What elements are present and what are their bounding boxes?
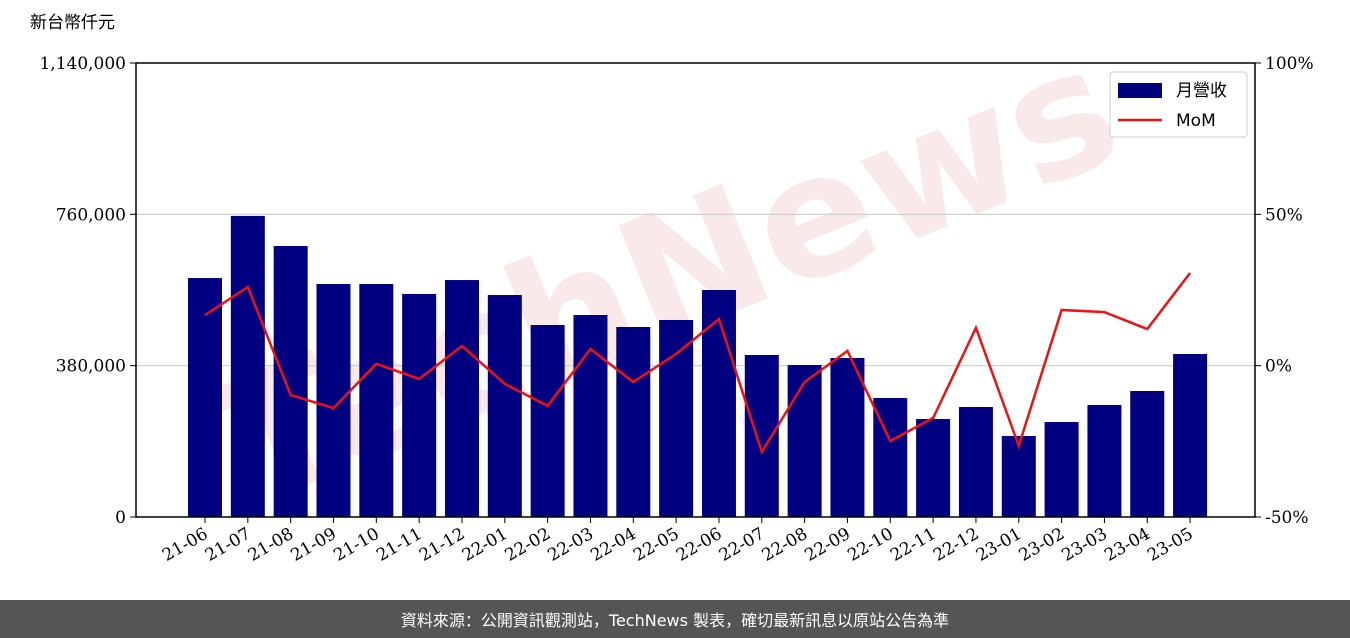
bar bbox=[616, 326, 651, 517]
bar bbox=[659, 319, 694, 517]
bar bbox=[830, 358, 865, 517]
bar bbox=[1087, 405, 1122, 517]
x-tick-label: 22-08 bbox=[759, 524, 811, 566]
plot-frame bbox=[135, 62, 1256, 518]
bar bbox=[916, 418, 951, 517]
legend-label: MoM bbox=[1176, 111, 1216, 131]
x-tick-label: 22-05 bbox=[630, 524, 682, 566]
bar bbox=[1173, 353, 1208, 517]
bar bbox=[402, 293, 437, 517]
bar bbox=[273, 245, 308, 517]
x-tick-label: 23-03 bbox=[1058, 524, 1110, 566]
bar bbox=[444, 280, 479, 517]
y2-tick-label: 50% bbox=[1265, 205, 1303, 225]
bar bbox=[958, 407, 993, 517]
y2-tick-label: -50% bbox=[1265, 508, 1309, 528]
x-tick-label: 21-12 bbox=[416, 524, 468, 566]
y-tick-label: 1,140,000 bbox=[39, 54, 126, 74]
y2-tick-label: 0% bbox=[1265, 357, 1292, 377]
x-tick-label: 22-01 bbox=[459, 524, 511, 566]
x-tick-label: 23-05 bbox=[1144, 524, 1196, 566]
bar bbox=[787, 364, 822, 517]
x-tick-label: 23-04 bbox=[1101, 524, 1153, 566]
bar bbox=[1130, 390, 1165, 517]
bar bbox=[701, 290, 736, 517]
x-tick-label: 21-06 bbox=[159, 524, 211, 566]
x-tick-label: 22-11 bbox=[887, 524, 939, 566]
x-tick-label: 21-11 bbox=[373, 524, 425, 566]
x-tick-label: 23-01 bbox=[973, 524, 1025, 566]
y-axis-label: 新台幣仟元 bbox=[30, 13, 115, 33]
y2-tick-label: 100% bbox=[1265, 54, 1314, 74]
y-tick-label: 760,000 bbox=[56, 205, 126, 225]
x-tick-label: 22-09 bbox=[802, 524, 854, 566]
x-tick-label: 22-02 bbox=[502, 524, 554, 566]
x-tick-label: 22-10 bbox=[844, 524, 896, 566]
y-tick-label: 0 bbox=[115, 508, 126, 528]
line bbox=[204, 272, 1192, 455]
legend-label: 月營收 bbox=[1176, 81, 1227, 101]
bar bbox=[530, 325, 565, 517]
footer: 資料來源：公開資訊觀測站，TechNews 製表，確切最新訊息以原站公告為準 bbox=[401, 611, 949, 630]
x-tick-label: 22-07 bbox=[716, 524, 768, 566]
footer-bar bbox=[0, 600, 1350, 638]
bar bbox=[1044, 422, 1079, 517]
bar bbox=[188, 278, 222, 517]
bar bbox=[487, 295, 522, 517]
x-tick-label: 23-02 bbox=[1016, 524, 1068, 566]
bar bbox=[573, 315, 608, 517]
bar bbox=[359, 284, 394, 517]
x-tick-label: 22-12 bbox=[930, 524, 982, 566]
bar bbox=[744, 354, 779, 517]
bar bbox=[230, 215, 265, 517]
legend-swatch bbox=[1118, 83, 1162, 98]
x-tick-label: 22-03 bbox=[545, 524, 597, 566]
y-tick-label: 380,000 bbox=[56, 357, 126, 377]
x-tick-label: 21-10 bbox=[330, 524, 382, 566]
x-tick-label: 21-07 bbox=[202, 524, 254, 566]
x-tick-label: 22-06 bbox=[673, 524, 725, 566]
bar bbox=[316, 284, 351, 517]
x-tick-label: 22-04 bbox=[587, 524, 639, 566]
